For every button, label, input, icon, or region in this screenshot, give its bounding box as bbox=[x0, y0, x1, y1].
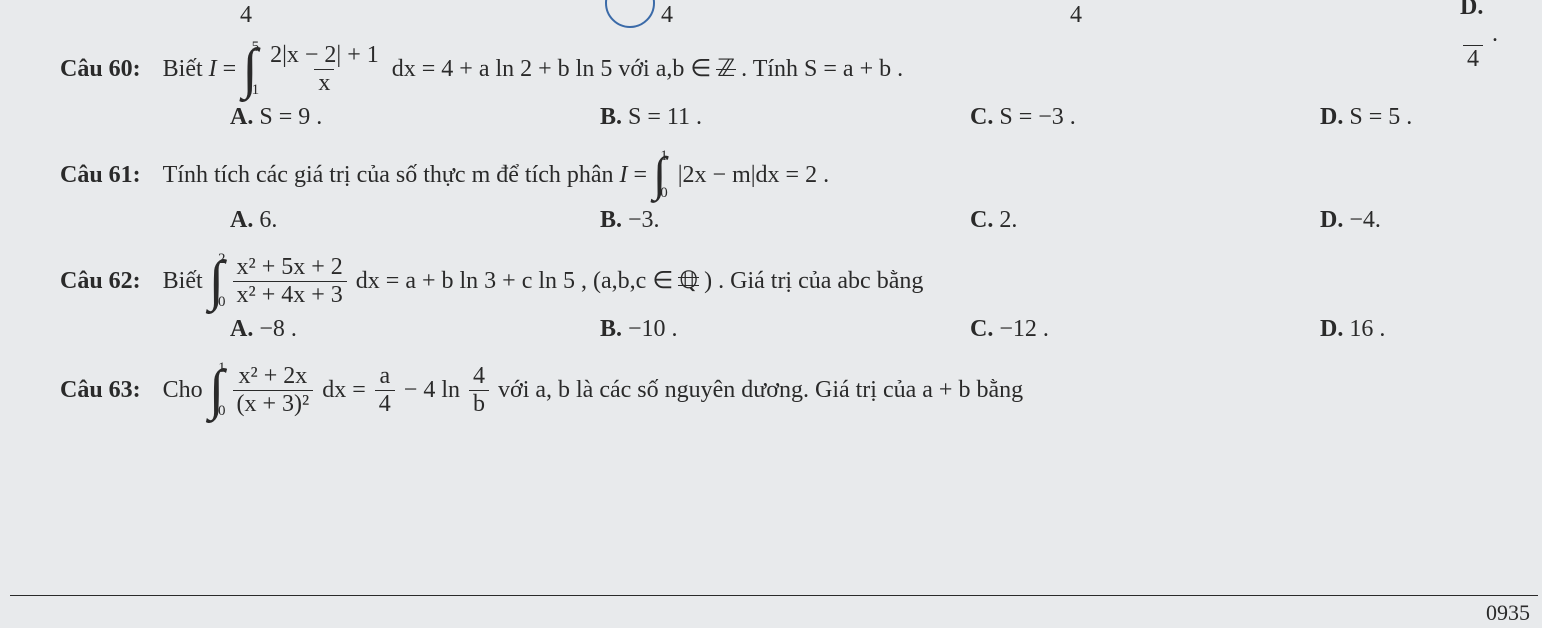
q60-after3: . Tính S = a + b . bbox=[741, 49, 903, 90]
top-frag-d: D. 4 . bbox=[1460, 0, 1502, 72]
q61-option-c: C.2. bbox=[970, 207, 1320, 234]
q62-option-d: D.16 . bbox=[1320, 316, 1385, 343]
question-62: Câu 62: Biết ∫ 20 x² + 5x + 2 x² + 4x + … bbox=[60, 252, 1502, 310]
q61-option-d: D.−4. bbox=[1320, 207, 1381, 234]
q61-lead: Tính tích các giá trị của số thực m để t… bbox=[163, 155, 614, 196]
top-frag-b: 4 bbox=[661, 2, 673, 29]
q63-mid1: dx = bbox=[322, 370, 366, 411]
q61-integrand: |2x − m|dx = 2 . bbox=[678, 155, 829, 196]
q63-denominator: (x + 3)² bbox=[233, 390, 314, 417]
q62-integral: ∫ 20 x² + 5x + 2 x² + 4x + 3 bbox=[209, 252, 350, 310]
q61-label: Câu 61: bbox=[60, 155, 141, 196]
q60-option-b: B.S = 11 . bbox=[600, 104, 970, 131]
question-61: Câu 61: Tính tích các giá trị của số thự… bbox=[60, 149, 1502, 201]
q62-option-a: A.−8 . bbox=[230, 316, 600, 343]
q60-denominator: x bbox=[314, 69, 334, 96]
q62-lead: Biết bbox=[163, 261, 203, 302]
q61-options: A.6. B.−3. C.2. D.−4. bbox=[230, 207, 1502, 234]
q60-integral: ∫ 51 2|x − 2| + 1 x bbox=[242, 40, 386, 98]
q62-numerator: x² + 5x + 2 bbox=[233, 254, 347, 280]
q62-option-b: B.−10 . bbox=[600, 316, 970, 343]
integral-icon: ∫ bbox=[242, 47, 257, 92]
q60-numerator: 2|x − 2| + 1 bbox=[266, 42, 383, 68]
q63-label: Câu 63: bbox=[60, 370, 141, 411]
q61-integral: ∫ 10 bbox=[653, 149, 672, 201]
q62-label: Câu 62: bbox=[60, 261, 141, 302]
integral-icon: ∫ bbox=[209, 368, 224, 413]
q60-option-d: D.S = 5 . bbox=[1320, 104, 1412, 131]
q60-option-c: C.S = −3 . bbox=[970, 104, 1320, 131]
q63-integral: ∫ 10 x² + 2x (x + 3)² bbox=[209, 361, 317, 419]
q61-option-b: B.−3. bbox=[600, 207, 970, 234]
integral-icon: ∫ bbox=[653, 156, 666, 194]
q63-mid2: − 4 ln bbox=[404, 370, 460, 411]
integral-icon: ∫ bbox=[209, 259, 224, 304]
question-60: Câu 60: Biết I= ∫ 51 2|x − 2| + 1 x dx =… bbox=[60, 40, 1502, 98]
q62-after1: dx = a + b ln 3 + c ln 5 , (a,b,c ∈ bbox=[356, 261, 673, 302]
top-frag-a: 4 bbox=[240, 2, 252, 29]
q62-denominator: x² + 4x + 3 bbox=[233, 281, 347, 308]
footer-number: 0935 bbox=[1486, 600, 1530, 625]
top-fragments: 4 4 4 D. 4 . bbox=[60, 8, 1502, 30]
top-circle bbox=[605, 0, 655, 28]
q60-after1: dx = 4 + a ln 2 + b ln 5 bbox=[392, 49, 613, 90]
q63-after: với a, b là các số nguyên dương. Giá trị… bbox=[498, 370, 1023, 411]
q62-option-c: C.−12 . bbox=[970, 316, 1320, 343]
q62-options: A.−8 . B.−10 . C.−12 . D.16 . bbox=[230, 316, 1502, 343]
q60-option-a: A.S = 9 . bbox=[230, 104, 600, 131]
q62-after2: ) . Giá trị của abc bằng bbox=[704, 261, 923, 302]
q60-lead: Biết bbox=[163, 49, 203, 90]
page-footer: 0935 bbox=[10, 595, 1538, 626]
question-63: Câu 63: Cho ∫ 10 x² + 2x (x + 3)² dx = a… bbox=[60, 361, 1502, 419]
q60-label: Câu 60: bbox=[60, 49, 141, 90]
top-frag-c: 4 bbox=[1070, 2, 1082, 29]
q60-options: A.S = 9 . B.S = 11 . C.S = −3 . D.S = 5 … bbox=[230, 104, 1502, 131]
q60-after2: với a,b ∈ bbox=[618, 49, 711, 90]
q63-lead: Cho bbox=[163, 370, 203, 411]
q63-numerator: x² + 2x bbox=[235, 363, 312, 389]
q61-option-a: A.6. bbox=[230, 207, 600, 234]
